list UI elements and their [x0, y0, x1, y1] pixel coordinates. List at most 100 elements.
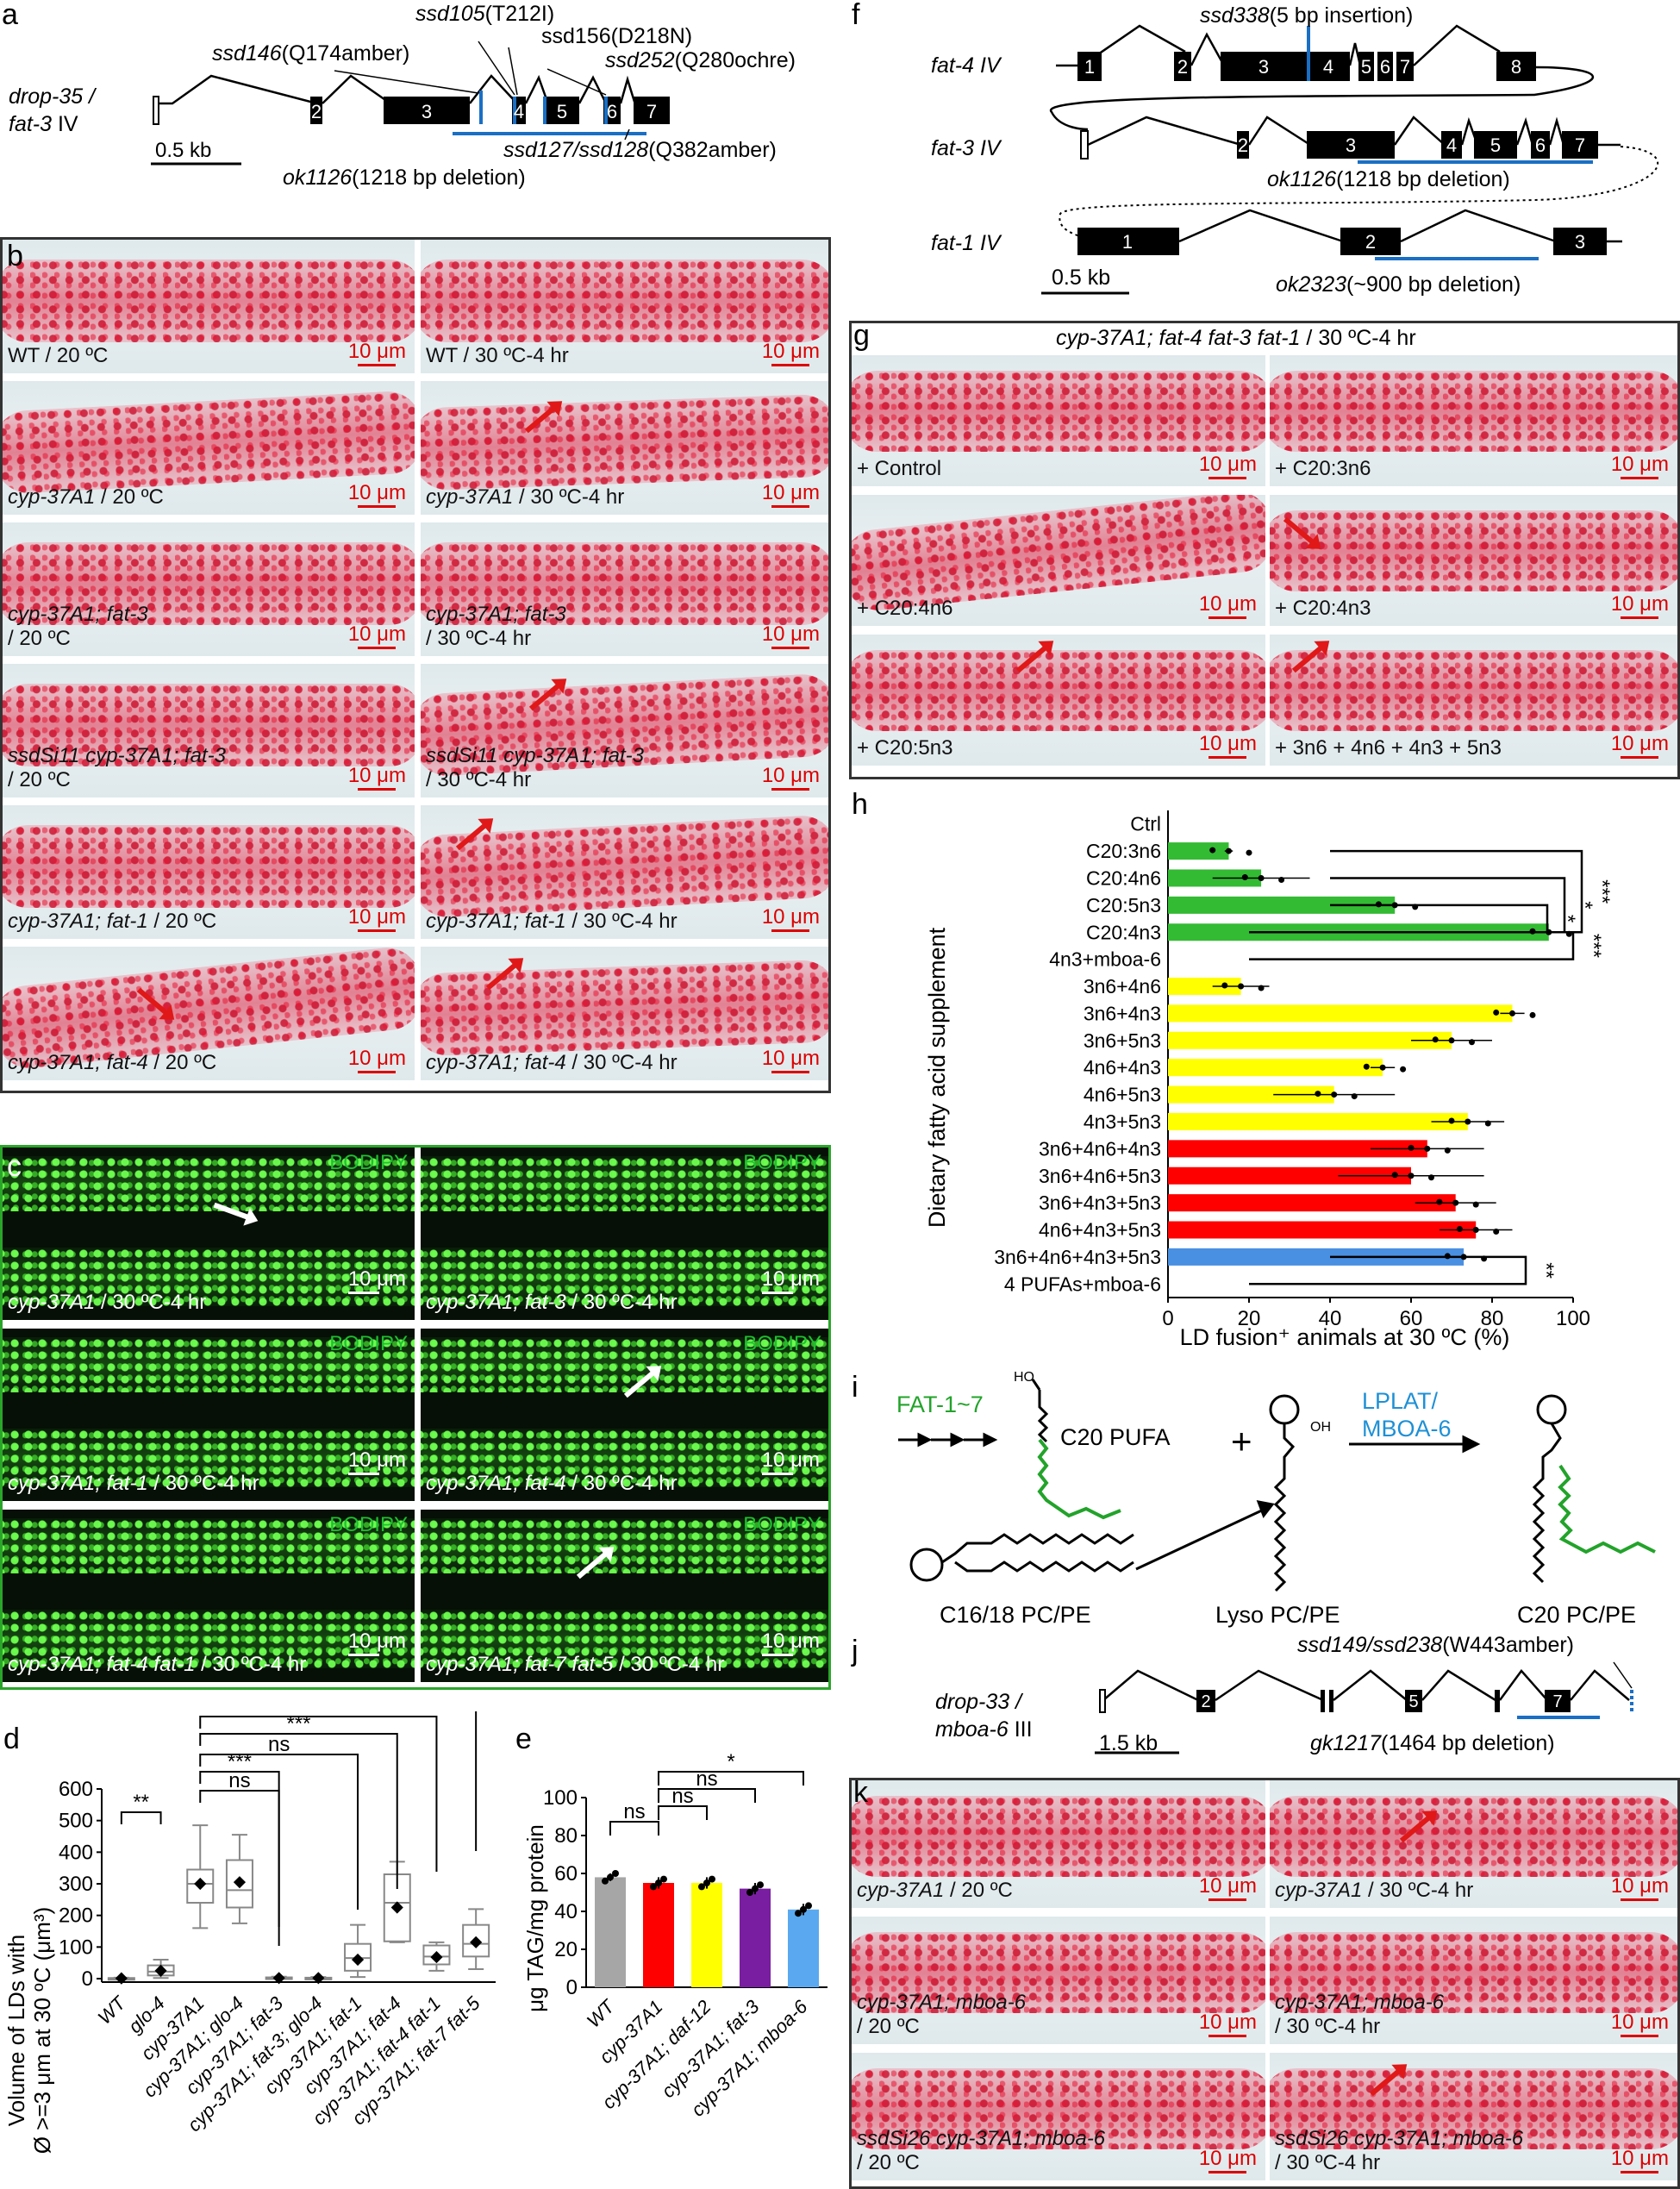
- caption-condition: / 30 ºC-4 hr: [426, 768, 532, 791]
- caption-condition: / 30 ºC-4 hr: [1362, 1879, 1474, 1902]
- h-y-tick-label: 4n6+4n3+5n3: [1039, 1219, 1161, 1241]
- worm-image: [421, 260, 828, 343]
- panel-caption: cyp-37A1; fat-4 / 30 ºC-4 hr: [426, 1051, 678, 1075]
- panel-caption: cyp-37A1; fat-3 / 30 ºC-4 hr: [426, 1291, 678, 1315]
- panel-caption: cyp-37A1 / 30 ºC-4 hr: [8, 1291, 206, 1315]
- caption-genotype: cyp-37A1; fat-1: [426, 910, 566, 933]
- e-x-tick-label: WT: [583, 1995, 620, 2032]
- svg-text:3: 3: [1258, 56, 1269, 78]
- h-x-tick-label: 80: [1481, 1307, 1504, 1330]
- panel-caption: cyp-37A1; fat-1 / 20 ºC: [8, 910, 216, 934]
- scale-bar: 10 μm: [1611, 1874, 1669, 1901]
- g-title: cyp-37A1; fat-4 fat-3 fat-1 / 30 ºC-4 hr: [1056, 326, 1416, 351]
- worm-image: [421, 393, 828, 491]
- scale-bar: 10 μm: [348, 340, 406, 366]
- e-data-point: [805, 1902, 812, 1910]
- h-y-tick-label: 4n3+mboa-6: [1049, 948, 1161, 971]
- h-data-point: [1472, 1227, 1479, 1234]
- f-ok2323-name: ok2323: [1276, 272, 1347, 297]
- worm-image: [3, 260, 415, 343]
- fluorescent-worm-image: [421, 1337, 828, 1392]
- h-data-point: [1400, 1066, 1407, 1073]
- i-fat-label: FAT-1~7: [896, 1392, 984, 1417]
- h-xlabel: LD fusion⁺ animals at 30 ºC (%): [1180, 1324, 1510, 1350]
- h-data-point: [1209, 847, 1216, 854]
- f-gene-fat3: fat-3 IV: [931, 136, 1001, 160]
- e-bar: [643, 1883, 674, 1987]
- d-sig-bracket: [199, 1754, 359, 1910]
- panel-caption: WT / 20 ºC: [8, 344, 108, 368]
- h-data-point: [1238, 983, 1245, 990]
- h-data-point: [1436, 1198, 1443, 1205]
- worm-image: [1270, 510, 1677, 592]
- d-y-tick-label: 300: [59, 1873, 93, 1896]
- h-y-tick-label: C20:3n6: [1086, 840, 1161, 862]
- j-ssd149-name: ssd149/ssd238: [1297, 1633, 1443, 1657]
- h-data-point: [1278, 876, 1285, 883]
- b-frame: [0, 237, 831, 1093]
- h-data-point: [1484, 1120, 1491, 1127]
- e-y-tick-label: 60: [554, 1862, 578, 1886]
- scale-bar: 10 μm: [762, 905, 820, 932]
- fluorescent-worm-image: [3, 1156, 415, 1211]
- worm-image: [852, 371, 1265, 453]
- h-data-point: [1456, 1226, 1463, 1233]
- h-bar: [1168, 1112, 1468, 1130]
- worm-image: [421, 542, 828, 626]
- scale-bar: 10 μm: [347, 1448, 406, 1475]
- c-frame: [0, 1145, 831, 1690]
- j-exon-label-2: 2: [1201, 1692, 1210, 1711]
- d-sig-bracket: [120, 1811, 162, 1824]
- e-data-point: [607, 1873, 614, 1881]
- k-micrograph-5: ssdSi26 cyp-37A1; mboa-6/ 20 ºC 10 μm: [852, 2053, 1265, 2180]
- h-y-tick-label: 3n6+4n6: [1084, 975, 1161, 998]
- d-y-tick-label: 100: [59, 1936, 93, 1959]
- a-ssd105-name: ssd105: [415, 2, 485, 26]
- b-micrograph-5: cyp-37A1; fat-3/ 20 ºC 10 μm: [3, 522, 415, 656]
- h-data-point: [1241, 873, 1248, 880]
- panel-caption: + C20:3n6: [1275, 457, 1371, 480]
- caption-genotype: cyp-37A1; fat-1: [8, 910, 148, 933]
- a-gene-diagram: 2 3 4 5 6 7 0.5 kb: [151, 41, 670, 166]
- b-micrograph-11: cyp-37A1; fat-4 / 20 ºC 10 μm: [3, 947, 415, 1080]
- worm-image: [1270, 2067, 1677, 2150]
- h-sig-label: *: [1556, 915, 1579, 923]
- h-x-tick-label: 60: [1400, 1307, 1423, 1330]
- caption-genotype: cyp-37A1: [8, 1291, 96, 1314]
- c-micrograph-5: BODIPY cyp-37A1; fat-4 fat-1 / 30 ºC-4 hr…: [3, 1510, 415, 1682]
- f-mut-ssd338: ssd338(5 bp insertion): [1200, 3, 1413, 28]
- e-y-tick-label: 20: [554, 1938, 578, 1961]
- h-data-point: [1226, 847, 1232, 854]
- caption-genotype: cyp-37A1; mboa-6: [857, 1991, 1027, 2014]
- e-data-point: [660, 1875, 667, 1883]
- c-micrograph-1: BODIPY cyp-37A1 / 30 ºC-4 hr 10 μm: [3, 1148, 415, 1320]
- svg-text:7: 7: [1400, 56, 1410, 78]
- caption-genotype: ssdSi11 cyp-37A1; fat-3: [426, 744, 645, 767]
- scale-bar: 10 μm: [762, 764, 820, 791]
- a-exon-7: [634, 97, 670, 124]
- a-gene-fat3: fat-3: [9, 112, 53, 136]
- h-bar: [1168, 1194, 1456, 1212]
- caption-genotype: cyp-37A1; fat-4: [8, 1051, 148, 1074]
- h-y-tick-label: 4n6+5n3: [1084, 1084, 1161, 1106]
- scale-bar: 10 μm: [348, 905, 406, 932]
- a-ssd105-desc: (T212I): [484, 2, 555, 26]
- caption-condition: / 20 ºC: [944, 1879, 1013, 1902]
- scale-bar: 10 μm: [762, 481, 820, 508]
- f-gene-fat1: fat-1 IV: [931, 231, 1001, 255]
- j-mut-ssd149: ssd149/ssd238(W443amber): [1297, 1633, 1574, 1658]
- b-micrograph-7: ssdSi11 cyp-37A1; fat-3/ 20 ºC 10 μm: [3, 664, 415, 797]
- h-data-point: [1258, 874, 1265, 881]
- b-micrograph-10: cyp-37A1; fat-1 / 30 ºC-4 hr 10 μm: [421, 805, 828, 939]
- h-y-tick-label: 4 PUFAs+mboa-6: [1004, 1273, 1161, 1295]
- scale-bar: 10 μm: [761, 1448, 820, 1475]
- h-data-point: [1391, 1172, 1398, 1179]
- a-exon-label-3: 3: [422, 101, 432, 122]
- e-data-point: [698, 1883, 705, 1891]
- caption-genotype: cyp-37A1: [426, 485, 514, 509]
- caption-condition: / 20 ºC: [857, 2151, 920, 2174]
- j-gk1217-name: gk1217: [1310, 1731, 1382, 1755]
- j-mut-gk1217: gk1217(1464 bp deletion): [1310, 1731, 1555, 1756]
- h-data-point: [1493, 1229, 1500, 1235]
- h-data-point: [1444, 1147, 1451, 1154]
